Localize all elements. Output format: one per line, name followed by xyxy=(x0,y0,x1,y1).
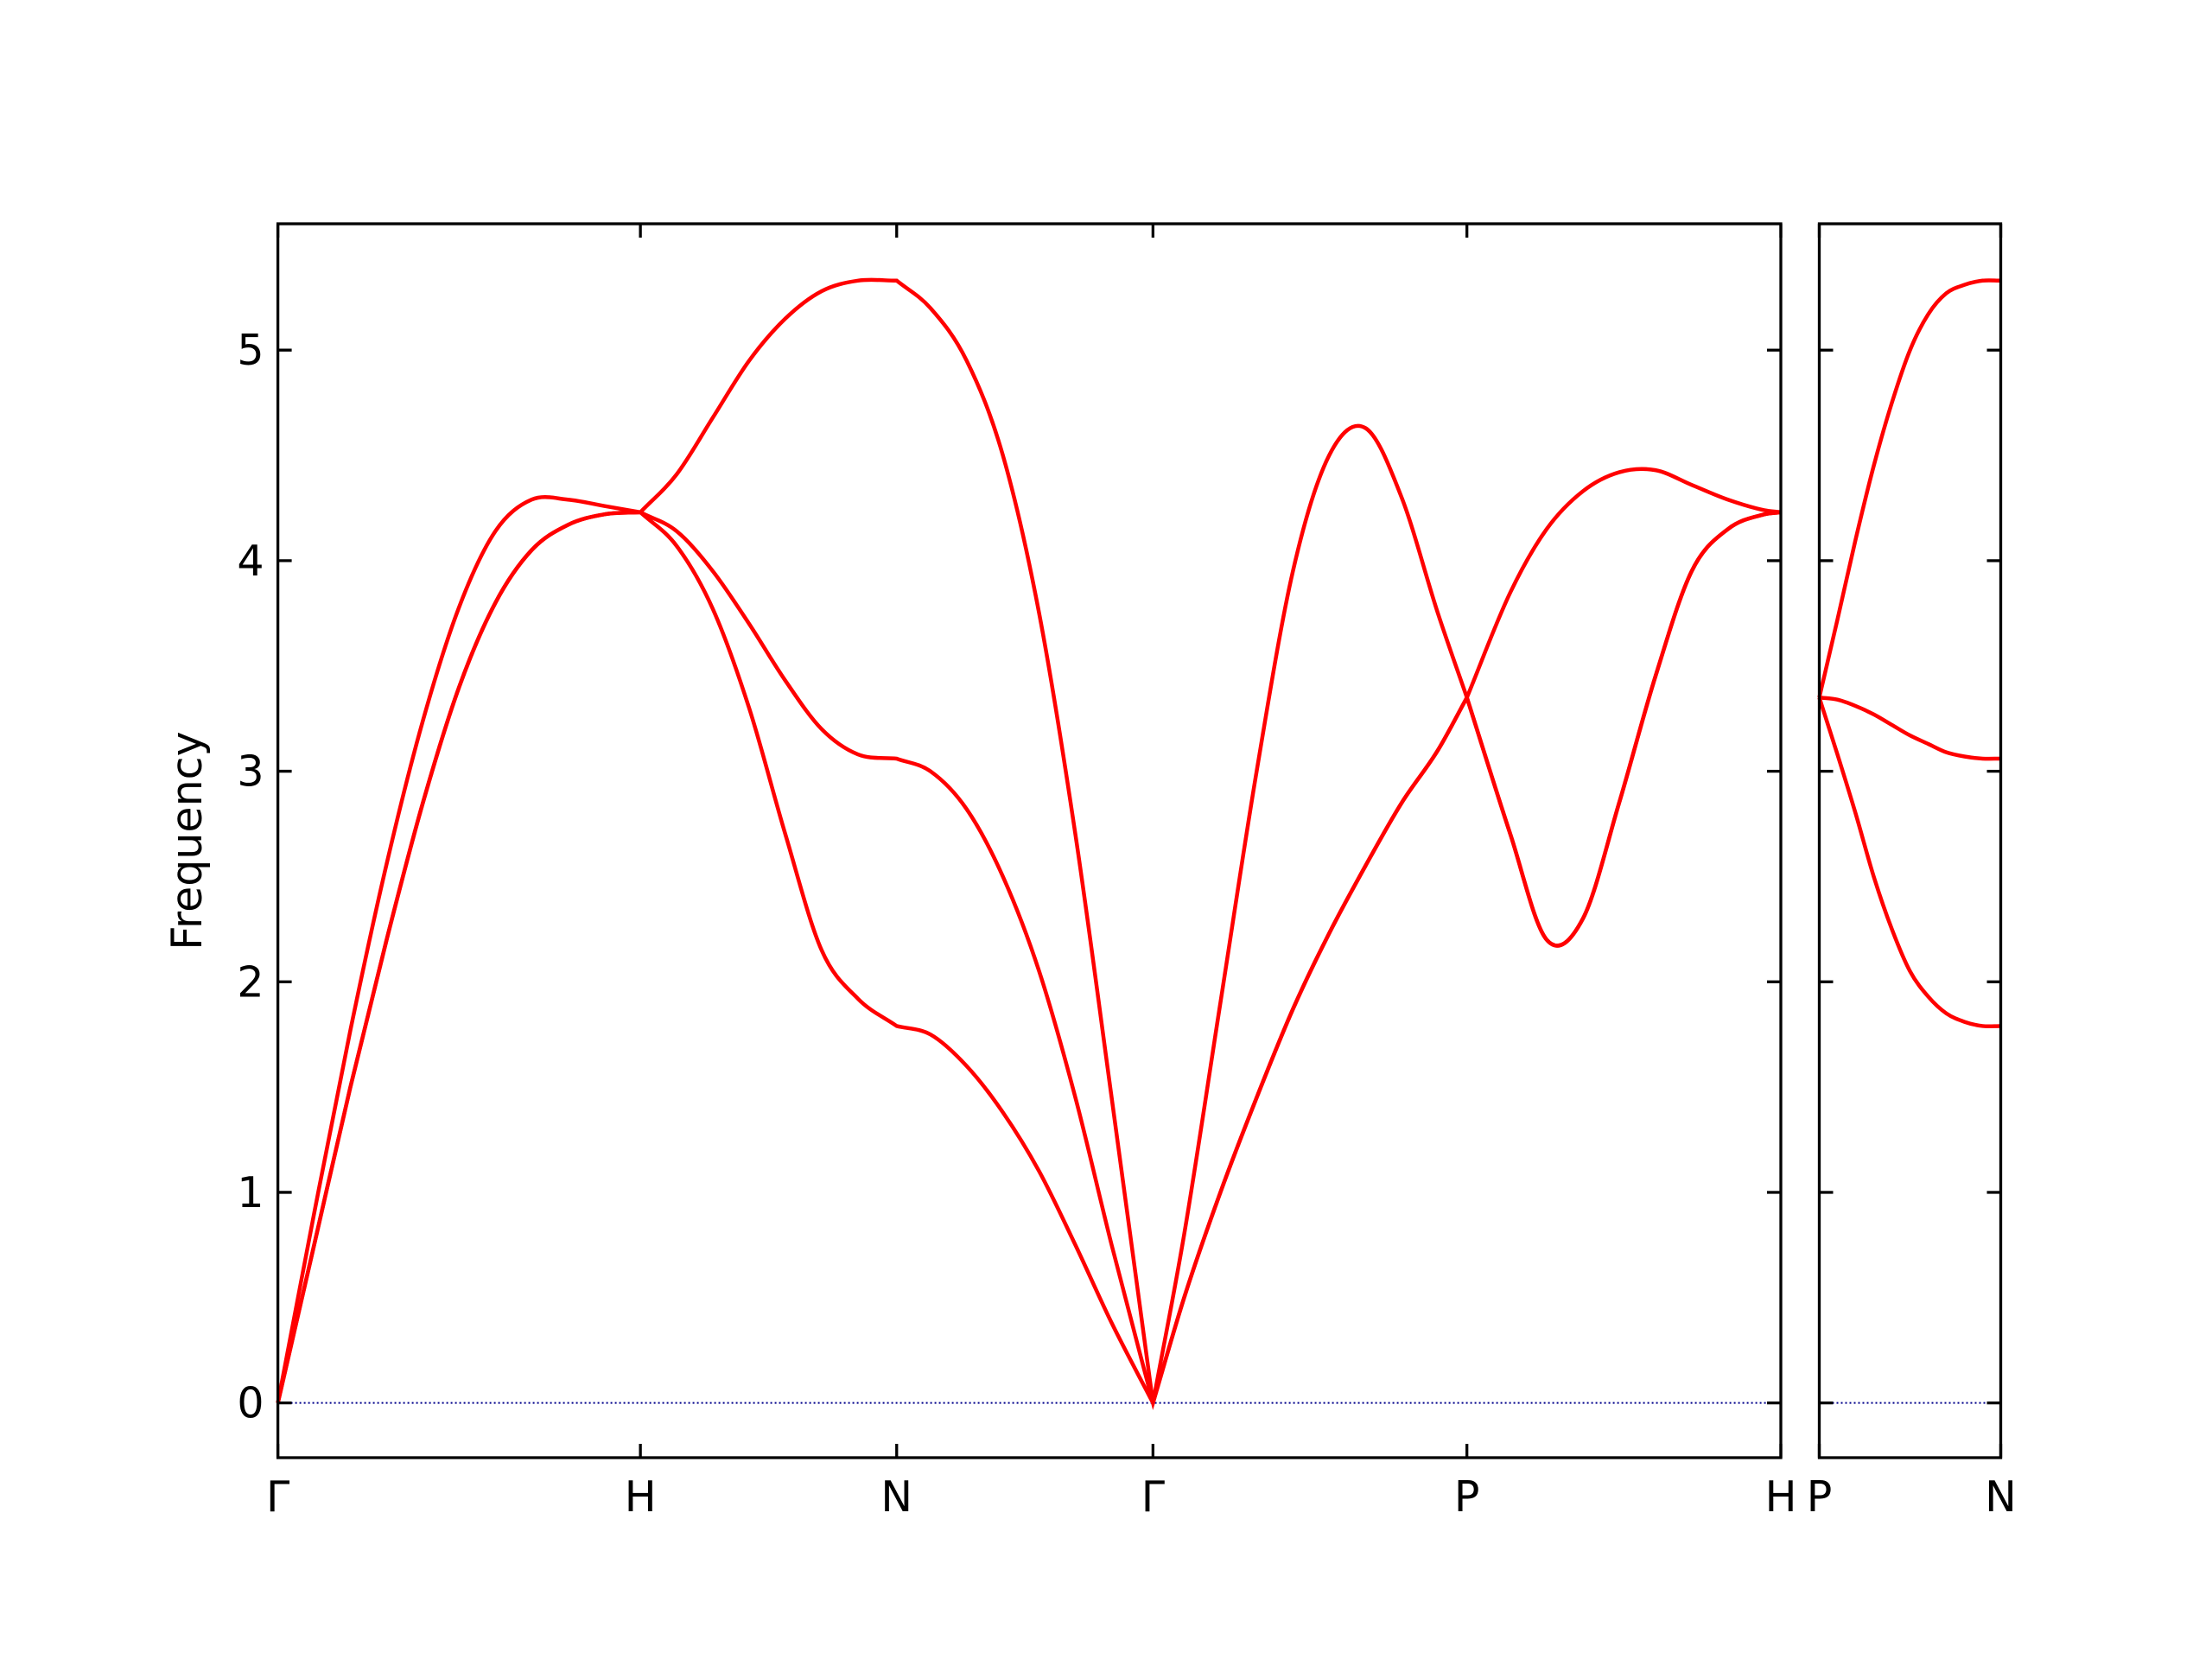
band-line xyxy=(276,510,1782,1408)
band-line xyxy=(1819,696,2001,761)
plot-frame xyxy=(276,222,1783,1459)
x-tick-label: Γ xyxy=(1141,1472,1166,1522)
y-tick-label: 4 xyxy=(237,537,264,586)
x-tick-label: Γ xyxy=(266,1472,290,1522)
plot-frame xyxy=(1817,222,2003,1459)
y-tick-label: 1 xyxy=(237,1168,264,1217)
band-line xyxy=(276,277,1782,1404)
y-tick-label: 3 xyxy=(237,747,264,797)
band-line xyxy=(1817,278,2001,698)
y-tick-label: 0 xyxy=(237,1379,264,1428)
x-tick-label: N xyxy=(1985,1472,2017,1522)
x-tick-label: H xyxy=(625,1472,657,1522)
band-line xyxy=(276,510,1782,1411)
x-tick-label: N xyxy=(880,1472,912,1522)
band-line xyxy=(1817,696,2001,1029)
x-tick-label: H xyxy=(1765,1472,1797,1522)
x-tick-label: P xyxy=(1454,1472,1480,1522)
y-tick-label: 5 xyxy=(237,326,264,375)
x-tick-label: P xyxy=(1807,1472,1833,1522)
y-axis-label: Frequency xyxy=(162,731,212,950)
y-tick-label: 2 xyxy=(237,957,264,1007)
